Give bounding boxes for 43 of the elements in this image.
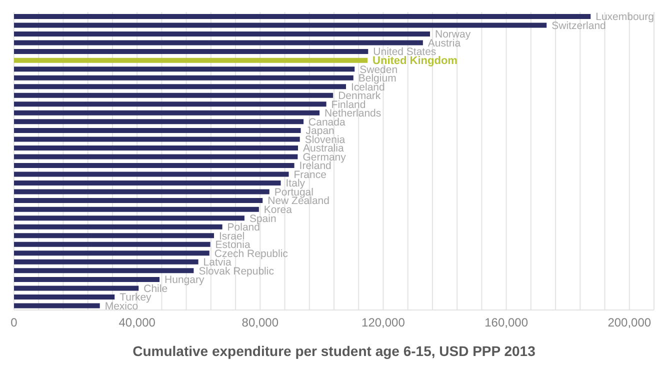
bar [14,49,368,54]
bar [14,84,346,90]
bar [14,32,430,37]
bar [14,206,259,212]
bar [14,180,281,186]
bar [14,224,222,230]
bar [14,75,354,80]
bar [14,268,194,274]
bar [14,66,355,72]
y-tick-label: United Kingdom [372,55,458,68]
bar [14,198,263,204]
bar [14,163,294,168]
bar [14,276,160,282]
bar [14,216,244,221]
bar [14,136,300,142]
bar [14,92,334,98]
bar [14,102,326,107]
bar [14,58,368,63]
bar [14,259,198,264]
x-tick-label: 200,000 [608,316,652,330]
x-tick-label: 120,000 [362,316,406,330]
bar [14,40,423,46]
bar [14,250,210,256]
bar [14,145,298,150]
bar [14,14,591,19]
x-tick-label: 40,000 [118,316,156,330]
bar [14,119,304,124]
x-tick-label: 80,000 [242,316,279,330]
x-axis-title: Cumulative expenditure per student age 6-15, USD PPP 2013 [132,343,536,359]
bar [14,286,139,291]
bar [14,110,320,116]
bar [14,154,298,160]
bar [14,303,100,308]
x-tick-label: 0 [10,316,18,330]
bar [14,242,210,247]
bar [14,233,214,238]
y-tick-label: Czech Republic [214,248,288,260]
bar [14,172,289,177]
bar [14,128,301,133]
bar [14,22,547,28]
bar [14,189,270,194]
x-tick-label: 160,000 [484,316,528,330]
bar [14,294,115,300]
